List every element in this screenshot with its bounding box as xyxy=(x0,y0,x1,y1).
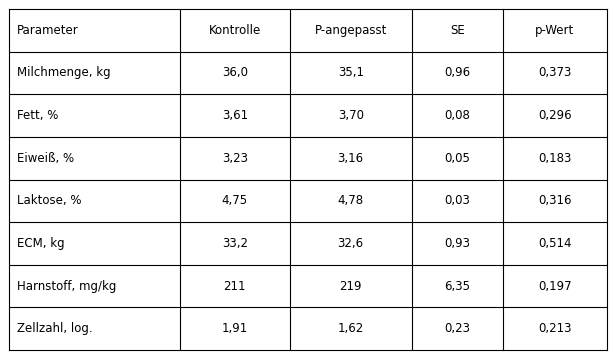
Text: 4,75: 4,75 xyxy=(222,194,248,207)
Text: Zellzahl, log.: Zellzahl, log. xyxy=(17,322,92,335)
Text: 3,23: 3,23 xyxy=(222,152,248,165)
Text: SE: SE xyxy=(450,24,464,37)
Text: 1,62: 1,62 xyxy=(338,322,364,335)
Text: Eiweiß, %: Eiweiß, % xyxy=(17,152,74,165)
Text: Kontrolle: Kontrolle xyxy=(209,24,261,37)
Text: 0,96: 0,96 xyxy=(444,66,471,79)
Text: 36,0: 36,0 xyxy=(222,66,248,79)
Text: Parameter: Parameter xyxy=(17,24,78,37)
Text: 0,213: 0,213 xyxy=(538,322,572,335)
Text: Laktose, %: Laktose, % xyxy=(17,194,81,207)
Text: 32,6: 32,6 xyxy=(338,237,363,250)
Text: P-angepasst: P-angepasst xyxy=(315,24,387,37)
Text: 0,05: 0,05 xyxy=(444,152,471,165)
Text: 0,316: 0,316 xyxy=(538,194,572,207)
Text: 3,61: 3,61 xyxy=(222,109,248,122)
Text: 0,03: 0,03 xyxy=(444,194,471,207)
Text: 0,373: 0,373 xyxy=(538,66,572,79)
Text: 33,2: 33,2 xyxy=(222,237,248,250)
Text: 0,197: 0,197 xyxy=(538,280,572,293)
Text: 0,93: 0,93 xyxy=(444,237,471,250)
Text: 211: 211 xyxy=(224,280,246,293)
Text: 0,296: 0,296 xyxy=(538,109,572,122)
Text: 0,183: 0,183 xyxy=(538,152,572,165)
Text: 219: 219 xyxy=(339,280,362,293)
Text: 6,35: 6,35 xyxy=(444,280,471,293)
Text: p-Wert: p-Wert xyxy=(535,24,575,37)
Text: Harnstoff, mg/kg: Harnstoff, mg/kg xyxy=(17,280,116,293)
Text: 0,08: 0,08 xyxy=(444,109,471,122)
Text: 1,91: 1,91 xyxy=(222,322,248,335)
Text: 3,16: 3,16 xyxy=(338,152,363,165)
Text: 35,1: 35,1 xyxy=(338,66,363,79)
Text: Fett, %: Fett, % xyxy=(17,109,58,122)
Text: 0,514: 0,514 xyxy=(538,237,572,250)
Text: ECM, kg: ECM, kg xyxy=(17,237,64,250)
Text: 4,78: 4,78 xyxy=(338,194,363,207)
Text: 0,23: 0,23 xyxy=(444,322,471,335)
Text: Milchmenge, kg: Milchmenge, kg xyxy=(17,66,110,79)
Text: 3,70: 3,70 xyxy=(338,109,363,122)
